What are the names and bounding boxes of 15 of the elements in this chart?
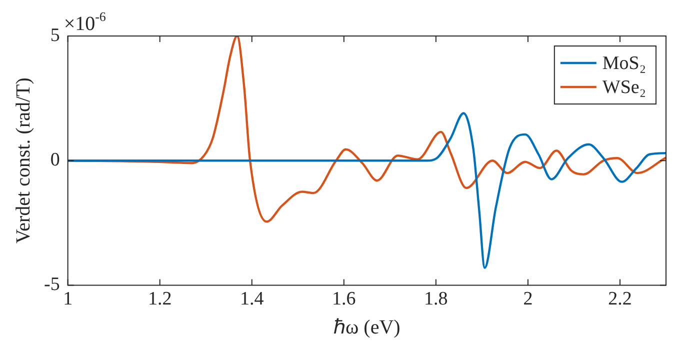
x-tick-label: 2.2 [608,288,632,310]
legend-label: WSe₂ [602,76,646,98]
y-axis-title: Verdet const. (rad/T) [12,78,34,244]
x-tick-label: 1.8 [424,288,448,310]
x-tick-label: 1.2 [148,288,172,310]
x-axis-title: ℏω (eV) [334,316,400,338]
legend-label: MoS₂ [602,52,646,74]
line-series [68,112,666,269]
x-tick-label: 2 [523,288,533,310]
y-tick-label: 0 [50,150,60,171]
y-tick-label: 5 [50,24,60,46]
x-tick-label: 1 [63,288,73,310]
x-tick-label: 1.6 [332,288,356,310]
y-tick-label: -5 [44,274,60,296]
x-tick-label: 1.4 [240,288,264,310]
